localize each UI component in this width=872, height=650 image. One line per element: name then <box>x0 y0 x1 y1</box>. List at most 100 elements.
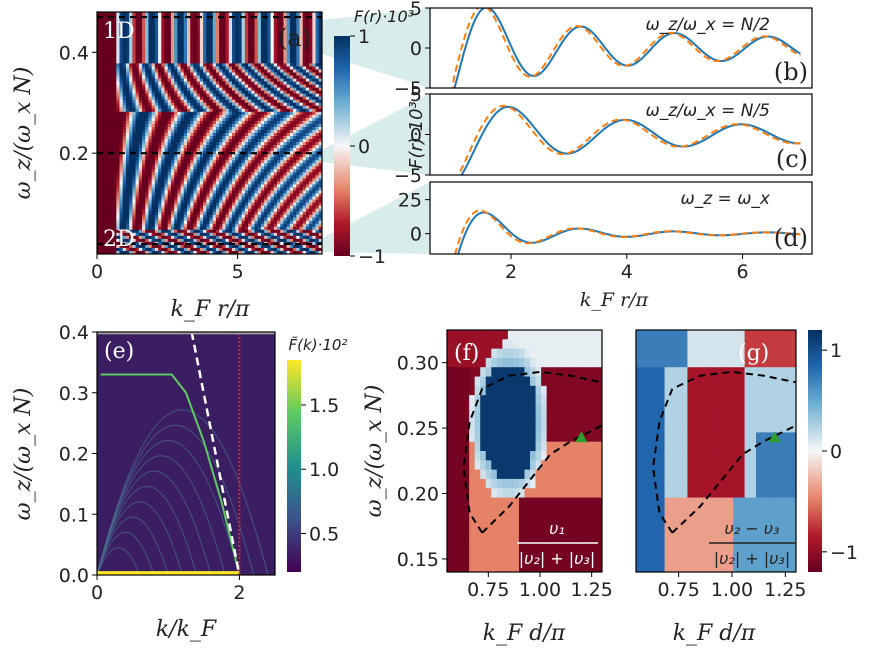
heat-a-cell <box>103 151 108 155</box>
heat-a-cell <box>296 39 300 43</box>
heat-a-cell <box>135 217 140 222</box>
heat-a-cell <box>257 42 262 46</box>
heat-a-cell <box>122 223 127 228</box>
heat-a-cell <box>119 187 124 191</box>
heat-a-cell <box>103 93 108 98</box>
heat-a-cell <box>254 87 259 92</box>
heat-a-cell <box>257 57 262 61</box>
heat-a-cell <box>273 211 278 216</box>
heat-a-cell <box>158 163 162 167</box>
heat-a-cell <box>138 205 143 210</box>
heat-a-cell <box>254 69 259 73</box>
heat-a-cell <box>103 145 108 149</box>
heat-a-cell <box>215 190 220 194</box>
heat-a-cell <box>100 163 104 167</box>
heat-a-cell <box>125 126 130 131</box>
heat-a-cell <box>161 12 165 16</box>
heat-a-cell <box>199 133 204 137</box>
heat-a-cell <box>209 36 214 40</box>
heat-a-cell <box>302 126 307 131</box>
heat-a-cell <box>116 211 120 216</box>
heat-a-cell <box>283 205 288 210</box>
heat-a-cell <box>283 33 288 37</box>
heat-a-cell <box>177 96 181 101</box>
heat-a-cell <box>103 123 108 128</box>
heat-a-cell <box>241 54 246 58</box>
heat-a-cell <box>251 175 255 179</box>
heat-a-cell <box>161 142 165 146</box>
heat-a-cell <box>305 129 310 134</box>
heat-a-cell <box>203 99 207 104</box>
heat-a-cell <box>116 117 120 122</box>
heat-a-cell <box>142 123 146 128</box>
heat-a-cell <box>132 178 136 182</box>
heat-a-cell <box>106 223 111 228</box>
heat-a-cell <box>277 199 281 203</box>
heat-a-cell <box>280 120 284 125</box>
heat-a-cell <box>187 145 191 149</box>
heat-a-cell <box>312 72 316 76</box>
heat-a-cell <box>273 102 278 107</box>
heat-a-cell <box>248 160 252 164</box>
heat-a-cell <box>103 48 108 52</box>
heat-a-cell <box>286 196 291 200</box>
heat-a-cell <box>113 145 117 149</box>
heat-a-cell <box>122 199 127 203</box>
heat-a-cell <box>280 51 284 55</box>
heat-a-cell <box>125 66 130 70</box>
heat-a-cell <box>206 220 210 225</box>
heat-a-cell <box>206 123 210 128</box>
heat-a-cell <box>277 211 281 216</box>
heat-a-cell <box>119 63 124 67</box>
heat-a-cell <box>289 117 294 122</box>
heat-a-cell <box>142 160 146 164</box>
heat-a-cell <box>267 90 271 95</box>
heat-a-cell <box>293 148 297 152</box>
heat-a-cell <box>113 30 117 34</box>
heat-a-cell <box>183 99 188 104</box>
heat-a-cell <box>187 211 191 216</box>
heat-a-cell <box>235 114 239 119</box>
heat-a-cell <box>257 90 262 95</box>
heat-a-cell <box>225 160 230 164</box>
heat-a-cell <box>270 99 275 104</box>
heat-a-cell <box>302 39 307 43</box>
heat-a-cell <box>289 69 294 73</box>
heat-a-cell <box>106 39 111 43</box>
heat-a-cell <box>293 142 297 146</box>
heat-a-cell <box>199 111 204 116</box>
heat-a-cell <box>241 60 246 64</box>
heat-a-cell <box>232 18 236 22</box>
heat-a-cell <box>132 111 136 116</box>
heat-a-cell <box>103 166 108 170</box>
heat-a-cell <box>174 72 178 76</box>
heat-a-cell <box>148 12 153 16</box>
heat-a-cell <box>190 220 194 225</box>
heat-a-cell <box>116 208 120 213</box>
heat-a-cell <box>309 60 313 64</box>
heat-a-cell <box>138 93 143 98</box>
heat-a-cell <box>296 18 300 22</box>
heat-a-cell <box>309 99 313 104</box>
heat-a-cell <box>180 120 185 125</box>
heat-a-cell <box>309 93 313 98</box>
heat-a-cell <box>138 175 143 179</box>
heat-a-cell <box>119 66 124 70</box>
heat-a-cell <box>222 184 226 188</box>
heat-a-cell <box>315 196 320 200</box>
heat-a-cell <box>293 72 297 76</box>
heat-a-cell <box>125 36 130 40</box>
heat-a-cell <box>106 190 111 194</box>
heat-a-cell <box>109 220 114 225</box>
heat-a-cell <box>129 54 133 58</box>
heat-a-cell <box>280 117 284 122</box>
heat-a-cell <box>277 90 281 95</box>
heat-a-cell <box>100 102 104 107</box>
heat-a-cell <box>125 21 130 25</box>
heat-a-cell <box>318 208 322 213</box>
heat-a-cell <box>238 24 243 28</box>
heat-a-cell <box>219 36 223 40</box>
heat-a-cell <box>180 117 185 122</box>
heat-a-cell <box>145 226 149 231</box>
heat-a-cell <box>315 175 320 179</box>
